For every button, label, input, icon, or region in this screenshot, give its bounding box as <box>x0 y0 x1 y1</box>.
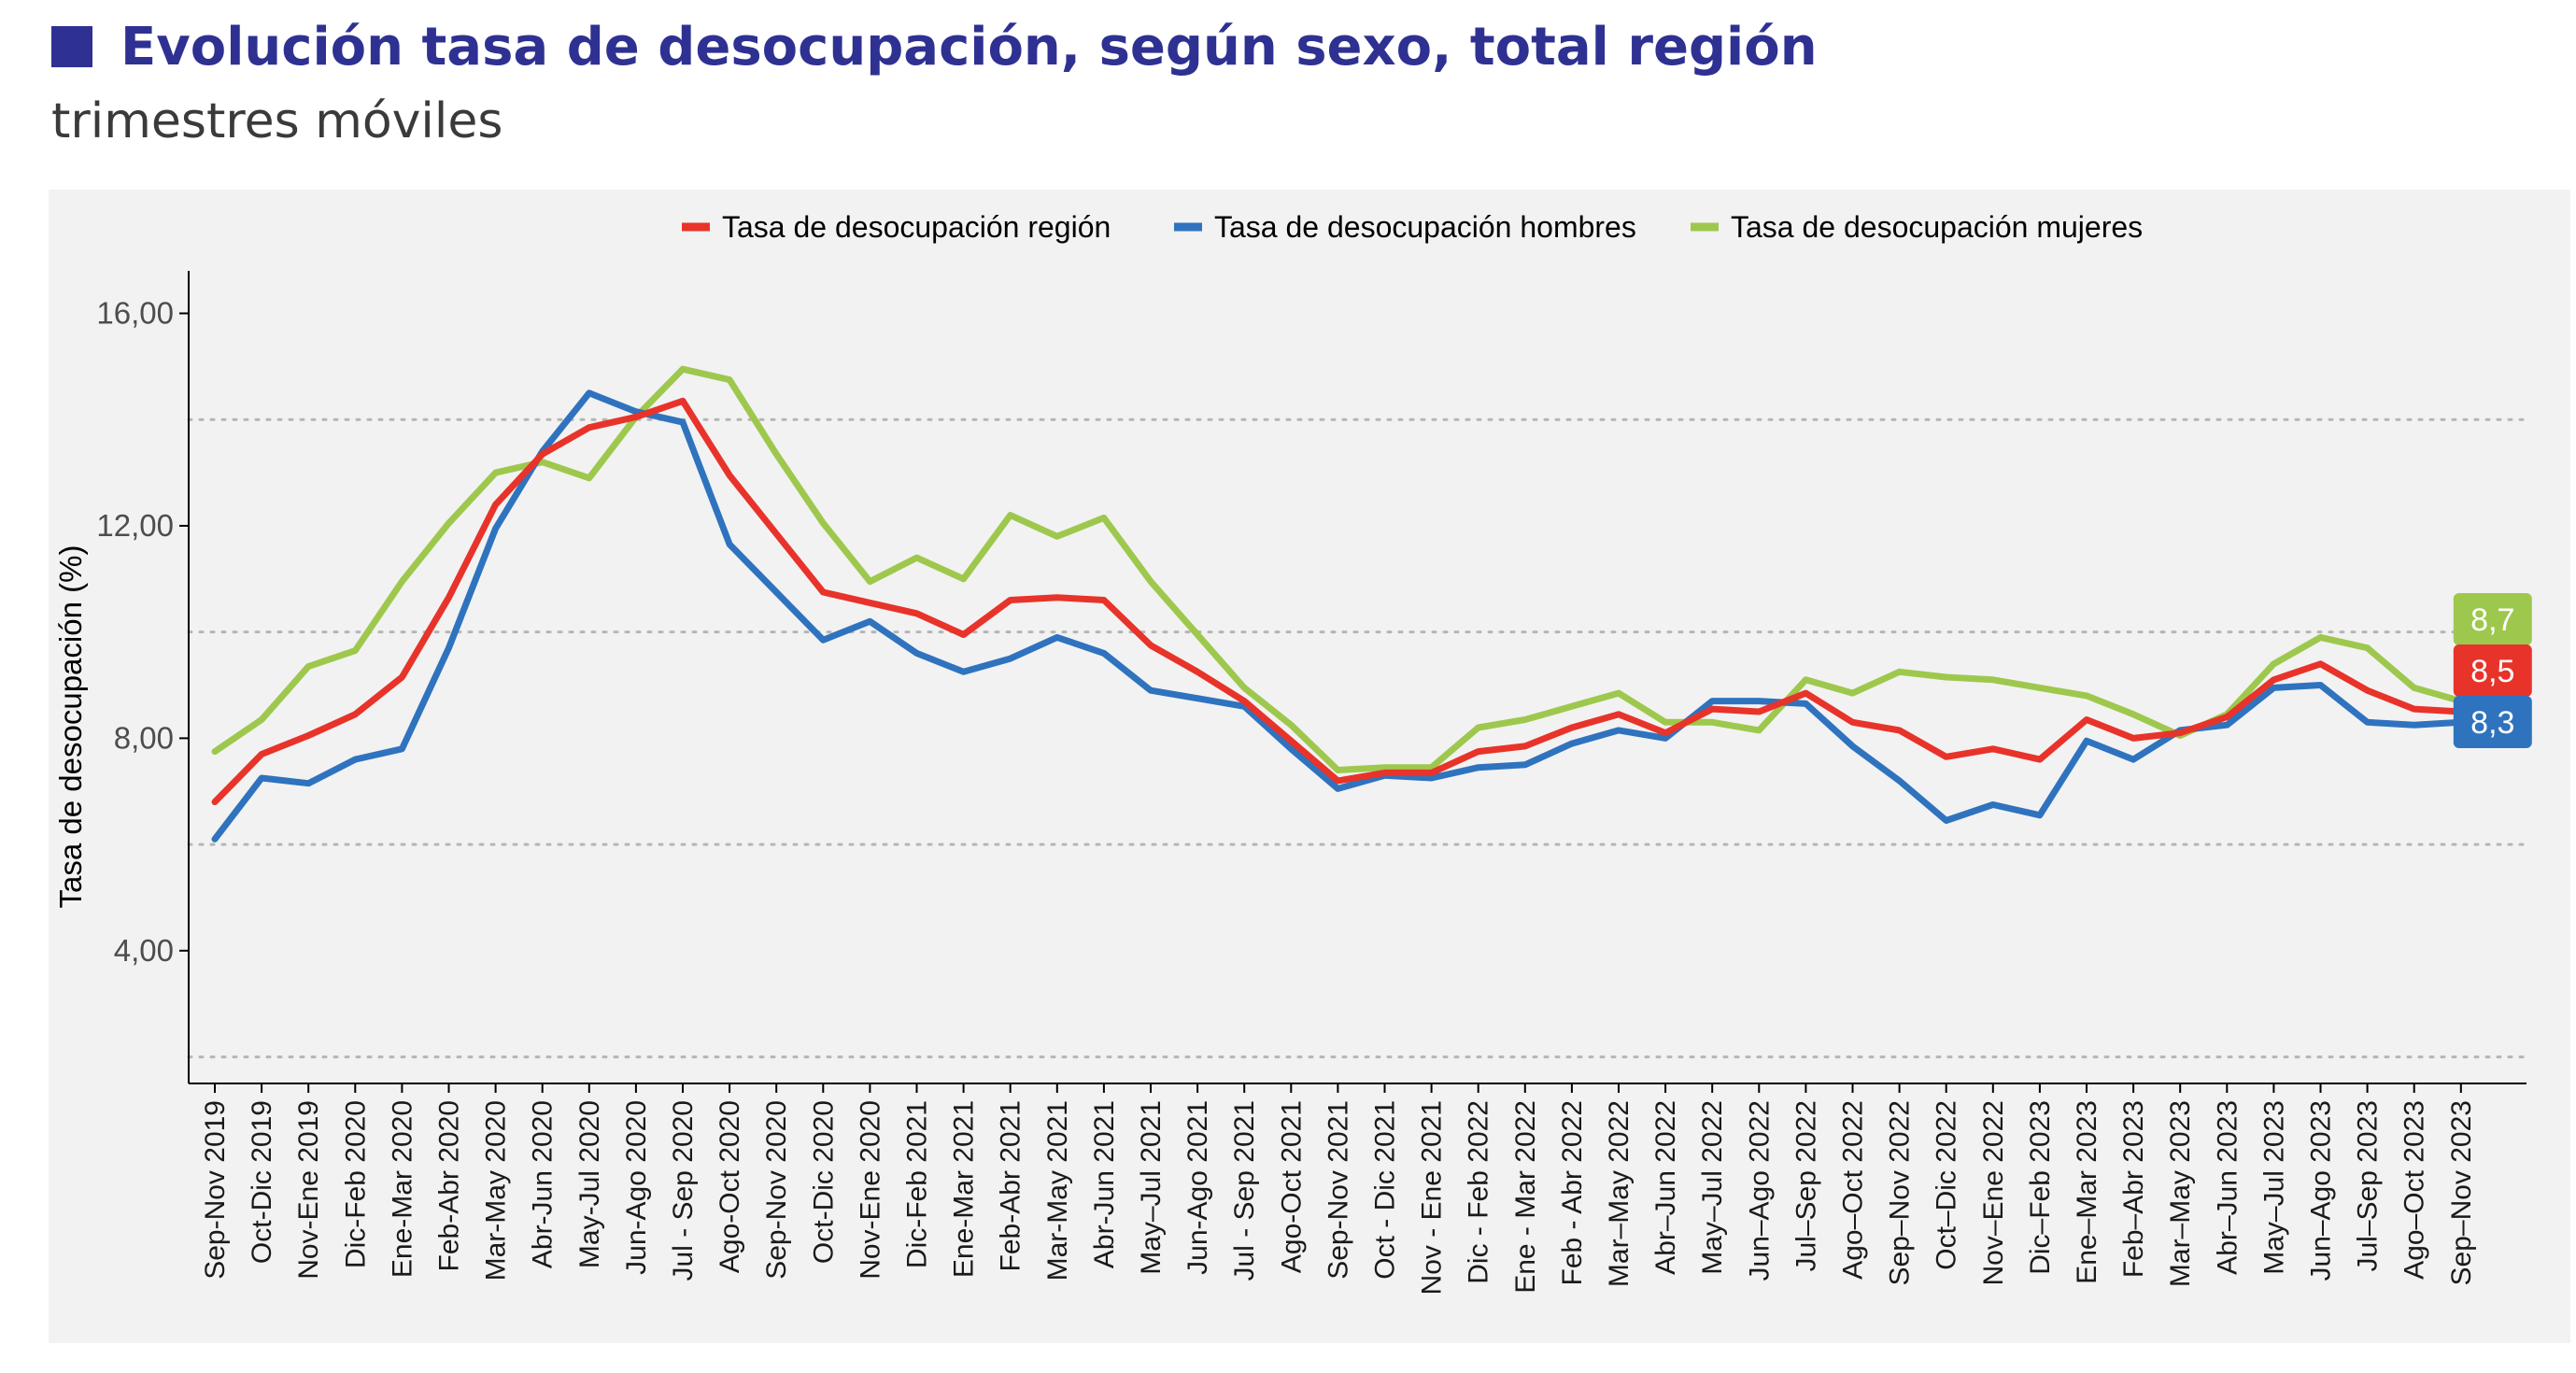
series-lines <box>211 365 2465 842</box>
x-tick-label-18: Mar-May 2021 <box>1042 1100 1073 1281</box>
x-tick-label-19: Abr-Jun 2021 <box>1089 1100 1120 1268</box>
x-tick-label-44: May–Jul 2023 <box>2258 1100 2289 1275</box>
series-line-mujeres <box>211 365 2465 773</box>
x-tick-label-43: Abr–Jun 2023 <box>2212 1100 2243 1275</box>
gridlines <box>187 418 2528 1059</box>
y-axis-ticks: 4,00 8,00 12,00 16,00 <box>96 295 189 968</box>
x-tick-label-25: Oct - Dic 2021 <box>1370 1100 1401 1280</box>
x-tick-label-40: Ene–Mar 2023 <box>2072 1100 2102 1284</box>
x-tick-label-3: Dic-Feb 2020 <box>340 1100 371 1268</box>
x-tick-label-35: Ago–Oct 2022 <box>1838 1100 1869 1280</box>
x-tick-label-11: Ago-Oct 2020 <box>715 1100 745 1273</box>
x-tick-label-38: Nov–Ene 2022 <box>1978 1100 2009 1286</box>
x-tick-label-23: Ago-Oct 2021 <box>1276 1100 1307 1273</box>
x-tick-label-39: Dic–Feb 2023 <box>2025 1100 2056 1275</box>
title-square-icon <box>51 26 92 67</box>
x-tick-label-36: Sep–Nov 2022 <box>1885 1100 1916 1286</box>
x-tick-label-41: Feb–Abr 2023 <box>2118 1100 2149 1278</box>
x-tick-label-46: Jul–Sep 2023 <box>2353 1100 2384 1272</box>
y-tick-label-2: 12,00 <box>96 508 174 543</box>
x-tick-label-27: Dic - Feb 2022 <box>1464 1100 1494 1284</box>
x-tick-label-8: May-Jul 2020 <box>574 1100 605 1268</box>
x-tick-label-28: Ene - Mar 2022 <box>1510 1100 1541 1294</box>
legend-label-hombres: Tasa de desocupación hombres <box>1214 210 1636 244</box>
x-tick-label-0: Sep-Nov 2019 <box>200 1100 231 1280</box>
end-label-box-mujeres <box>2453 593 2532 645</box>
x-tick-label-31: Abr–Jun 2022 <box>1650 1100 1681 1275</box>
x-tick-label-34: Jul–Sep 2022 <box>1790 1100 1821 1272</box>
x-axis-ticks: Sep-Nov 2019 Oct-Dic 2019 Nov-Ene 2019 Dic-… <box>200 1083 2477 1295</box>
x-tick-label-1: Oct-Dic 2019 <box>247 1100 277 1264</box>
x-tick-label-10: Jul - Sep 2020 <box>668 1100 699 1281</box>
x-tick-label-7: Abr-Jun 2020 <box>528 1100 559 1268</box>
x-tick-label-15: Dic-Feb 2021 <box>902 1100 933 1268</box>
legend-label-region: Tasa de desocupación región <box>722 210 1111 244</box>
end-labels: 8,7 8,5 8,3 <box>2453 593 2532 748</box>
y-tick-label-1: 8,00 <box>114 720 174 755</box>
series-line-region <box>211 397 2465 806</box>
x-tick-label-37: Oct–Dic 2022 <box>1932 1100 1962 1270</box>
x-tick-label-26: Nov - Ene 2021 <box>1417 1100 1448 1295</box>
x-tick-label-29: Feb - Abr 2022 <box>1557 1100 1588 1285</box>
chart-subtitle: trimestres móviles <box>51 93 503 149</box>
y-axis-label: Tasa de desocupación (%) <box>53 545 88 909</box>
chart-title: Evolución tasa de desocupación, según se… <box>120 17 1818 78</box>
x-tick-label-9: Jun-Ago 2020 <box>621 1100 652 1275</box>
legend-label-mujeres: Tasa de desocupación mujeres <box>1731 210 2143 244</box>
end-label-mujeres: 8,7 <box>2470 602 2514 638</box>
x-tick-label-21: Jun-Ago 2021 <box>1182 1100 1213 1275</box>
x-tick-label-2: Nov-Ene 2019 <box>293 1100 324 1280</box>
x-tick-label-47: Ago–Oct 2023 <box>2399 1100 2430 1280</box>
end-label-box-hombres <box>2453 696 2532 748</box>
axes <box>188 271 2526 1084</box>
x-tick-label-24: Sep-Nov 2021 <box>1323 1100 1353 1280</box>
x-tick-label-4: Ene-Mar 2020 <box>387 1100 418 1278</box>
x-tick-label-30: Mar–May 2022 <box>1604 1100 1635 1287</box>
x-tick-label-12: Sep-Nov 2020 <box>761 1100 792 1280</box>
x-tick-label-13: Oct-Dic 2020 <box>808 1100 839 1264</box>
x-tick-label-16: Ene-Mar 2021 <box>949 1100 980 1278</box>
x-tick-label-20: May–Jul 2021 <box>1136 1100 1167 1275</box>
x-tick-label-32: May–Jul 2022 <box>1697 1100 1728 1275</box>
legend: Tasa de desocupación región Tasa de desoc… <box>682 210 2143 244</box>
end-label-hombres: 8,3 <box>2470 705 2514 741</box>
series-line-hombres <box>211 389 2465 842</box>
x-tick-label-6: Mar-May 2020 <box>481 1100 512 1281</box>
x-tick-label-14: Nov-Ene 2020 <box>855 1100 885 1280</box>
x-tick-label-33: Jun–Ago 2022 <box>1744 1100 1775 1281</box>
y-tick-label-0: 4,00 <box>114 933 174 968</box>
end-label-region: 8,5 <box>2470 654 2514 689</box>
x-tick-label-22: Jul - Sep 2021 <box>1229 1100 1260 1281</box>
x-tick-label-42: Mar–May 2023 <box>2165 1100 2196 1287</box>
x-tick-label-45: Jun–Ago 2023 <box>2306 1100 2337 1281</box>
end-label-box-region <box>2453 644 2532 697</box>
x-tick-label-17: Feb-Abr 2021 <box>996 1100 1026 1271</box>
y-tick-label-3: 16,00 <box>96 295 174 330</box>
x-tick-label-48: Sep–Nov 2023 <box>2446 1100 2477 1286</box>
x-tick-label-5: Feb-Abr 2020 <box>434 1100 465 1271</box>
